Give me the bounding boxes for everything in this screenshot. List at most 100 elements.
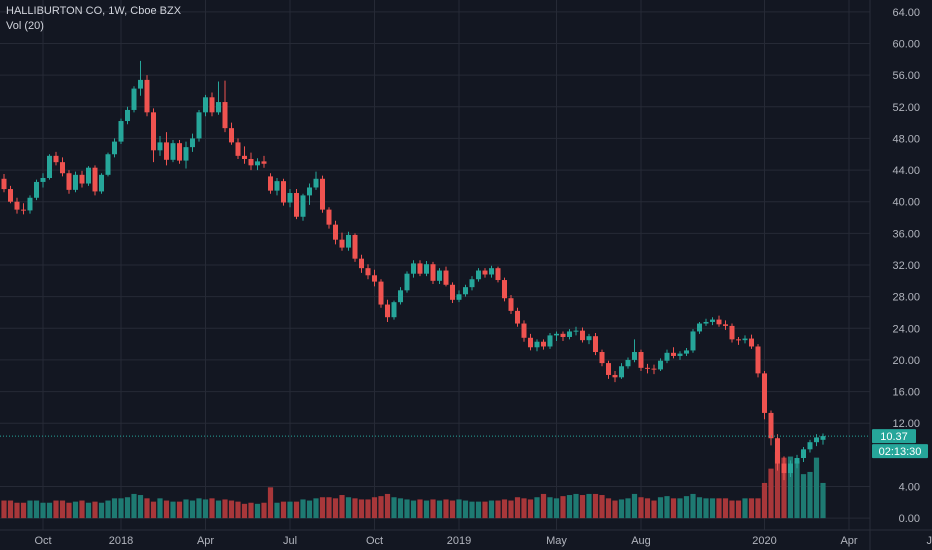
volume-bar	[98, 502, 105, 519]
candle-body	[281, 181, 286, 203]
volume-indicator-label[interactable]: Vol (20)	[6, 20, 44, 32]
volume-bar	[72, 501, 79, 519]
candle-body	[716, 319, 722, 325]
candle-body	[8, 189, 13, 202]
x-tick-label: 2018	[109, 535, 133, 547]
candle-body	[632, 352, 637, 360]
volume-bar	[787, 456, 794, 519]
candle-body	[131, 88, 137, 110]
volume-bar	[319, 497, 326, 519]
volume-bar	[339, 495, 345, 519]
candle-body	[775, 438, 780, 464]
x-tick-label: 2020	[752, 535, 776, 547]
volume-bar	[79, 500, 85, 519]
candle-body	[593, 336, 598, 353]
volume-bar	[618, 499, 625, 519]
volume-bar	[430, 499, 436, 519]
candle-body	[170, 143, 176, 160]
candle-body	[118, 121, 124, 142]
volume-bar	[254, 503, 261, 519]
volume-bar	[677, 498, 683, 519]
volume-bar	[202, 499, 209, 519]
volume-bar	[755, 498, 761, 519]
volume-bar	[352, 498, 358, 519]
candle-body	[320, 178, 325, 210]
symbol-title[interactable]: HALLIBURTON CO, 1W, Cboe BZX	[6, 5, 182, 17]
volume-bar	[189, 500, 196, 519]
volume-bar	[326, 497, 332, 519]
candle-body	[391, 302, 397, 318]
volume-bar	[332, 498, 339, 519]
volume-bar	[703, 498, 709, 519]
y-tick-label: 20.00	[892, 355, 920, 367]
volume-bar	[248, 502, 254, 519]
time-axis[interactable]: Oct 2018 Apr Jul Oct 2019 May Aug 2020 Apr Jul	[34, 535, 932, 547]
candle-body	[138, 79, 143, 89]
candle-body	[398, 290, 403, 303]
candle-body	[606, 363, 611, 375]
y-tick-label: 44.00	[892, 165, 920, 177]
candle-body	[235, 142, 241, 156]
volume-bar	[410, 500, 417, 519]
x-tick-label: Aug	[631, 535, 651, 547]
candle-body	[326, 209, 332, 225]
last-price-line: 10.37 02:13:30	[0, 429, 928, 459]
volume-bar	[586, 493, 592, 519]
volume-bar	[794, 460, 800, 519]
candle-body	[34, 181, 39, 198]
price-axis[interactable]: 64.00 60.00 56.00 52.00 48.00 44.00 40.00 36.00…	[892, 7, 920, 525]
volume-bar	[66, 502, 72, 519]
volume-bar	[709, 498, 716, 519]
volume-bar	[560, 496, 566, 519]
candle-body	[183, 147, 189, 161]
candle-body	[476, 270, 481, 280]
x-tick-label: Oct	[366, 535, 383, 547]
candle-body	[658, 360, 663, 370]
volume-bar	[92, 501, 98, 519]
volume-bar	[781, 457, 787, 519]
volume-bar	[436, 500, 443, 519]
volume-bar	[137, 495, 144, 519]
candle-body	[125, 109, 130, 122]
candle-body	[21, 209, 26, 211]
candle-body	[255, 161, 260, 166]
candle-body	[274, 181, 280, 191]
volume-bar	[690, 493, 696, 519]
volume-bar	[196, 498, 202, 519]
candle-body	[469, 279, 475, 288]
candle-body	[755, 346, 761, 374]
y-tick-label: 12.00	[892, 418, 920, 430]
countdown-badge	[872, 444, 928, 459]
candle-body	[268, 176, 273, 191]
volume-bar	[345, 497, 352, 519]
volume-bar	[371, 497, 378, 519]
candle-body	[385, 304, 390, 318]
volume-bar	[46, 502, 53, 519]
volume-bar	[722, 498, 729, 519]
volume-bar	[118, 498, 124, 519]
volume-bar	[469, 501, 475, 519]
y-tick-label: 4.00	[899, 481, 920, 493]
volume-bar	[176, 501, 183, 519]
volume-bar	[274, 502, 280, 519]
candle-body	[794, 458, 800, 464]
candle-body	[612, 374, 618, 378]
candle-body	[73, 174, 78, 190]
candle-body	[27, 197, 33, 211]
volume-bar	[150, 501, 157, 519]
last-price-label: 10.37	[880, 431, 908, 443]
volume-bar	[124, 497, 131, 519]
candle-body	[749, 338, 754, 347]
volume-bar	[222, 499, 228, 519]
candle-body	[560, 333, 566, 337]
candle-body	[625, 359, 631, 367]
volume-bar	[488, 500, 495, 519]
volume-bar	[462, 500, 469, 519]
volume-bar	[131, 493, 137, 519]
y-tick-label: 28.00	[892, 292, 920, 304]
candle-body	[79, 174, 85, 184]
volume-bar	[40, 502, 46, 519]
volume-bar	[534, 497, 540, 519]
